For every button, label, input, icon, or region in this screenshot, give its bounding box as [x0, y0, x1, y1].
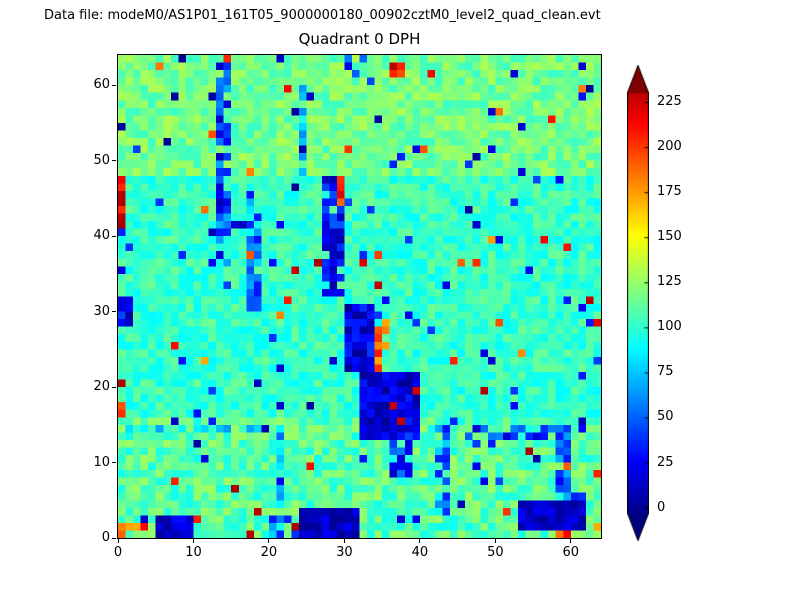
x-tick-mark [117, 539, 119, 543]
y-tick-mark [112, 386, 116, 388]
x-tick-label: 40 [411, 545, 429, 560]
y-tick-mark [112, 462, 116, 464]
colorbar-tick-label: 125 [657, 274, 682, 290]
plot-title: Quadrant 0 DPH [298, 30, 421, 48]
colorbar-canvas [627, 65, 649, 541]
y-tick-mark [112, 311, 116, 313]
colorbar-tick-label: 50 [657, 409, 674, 425]
x-tick-label: 30 [336, 545, 353, 560]
x-tick-label: 60 [562, 545, 580, 560]
colorbar-tick-label: 175 [657, 184, 682, 200]
y-tick-mark [112, 84, 116, 86]
y-tick-mark [112, 235, 116, 237]
x-tick-mark [192, 539, 194, 543]
x-tick-mark [343, 539, 345, 543]
y-tick-label: 60 [93, 77, 110, 93]
y-tick-mark [112, 537, 116, 539]
colorbar-tick-label: 200 [657, 139, 682, 155]
colorbar-tick-label: 150 [657, 229, 682, 245]
y-tick-label: 20 [93, 379, 110, 395]
x-tick-mark [419, 539, 421, 543]
x-tick-label: 0 [113, 545, 123, 560]
heatmap-plot [117, 54, 602, 539]
y-tick-label: 50 [93, 152, 110, 168]
y-tick-label: 30 [93, 303, 110, 319]
colorbar-tick-label: 0 [657, 499, 666, 515]
y-tick-mark [112, 160, 116, 162]
x-tick-label: 50 [487, 545, 504, 560]
x-tick-mark [268, 539, 270, 543]
y-tick-label: 0 [101, 530, 110, 545]
y-tick-label: 40 [93, 228, 110, 244]
colorbar-tick-label: 100 [657, 319, 682, 335]
x-tick-mark [494, 539, 496, 543]
heatmap-canvas [118, 55, 601, 538]
colorbar-tick-label: 75 [657, 364, 674, 380]
datafile-label: Data file: modeM0/AS1P01_161T05_90000001… [44, 8, 601, 23]
colorbar-tick-label: 225 [657, 94, 682, 109]
x-tick-mark [570, 539, 572, 543]
y-tick-label: 10 [93, 454, 110, 470]
x-tick-label: 10 [185, 545, 202, 560]
x-tick-label: 20 [260, 545, 278, 560]
colorbar-tick-label: 25 [657, 454, 674, 470]
